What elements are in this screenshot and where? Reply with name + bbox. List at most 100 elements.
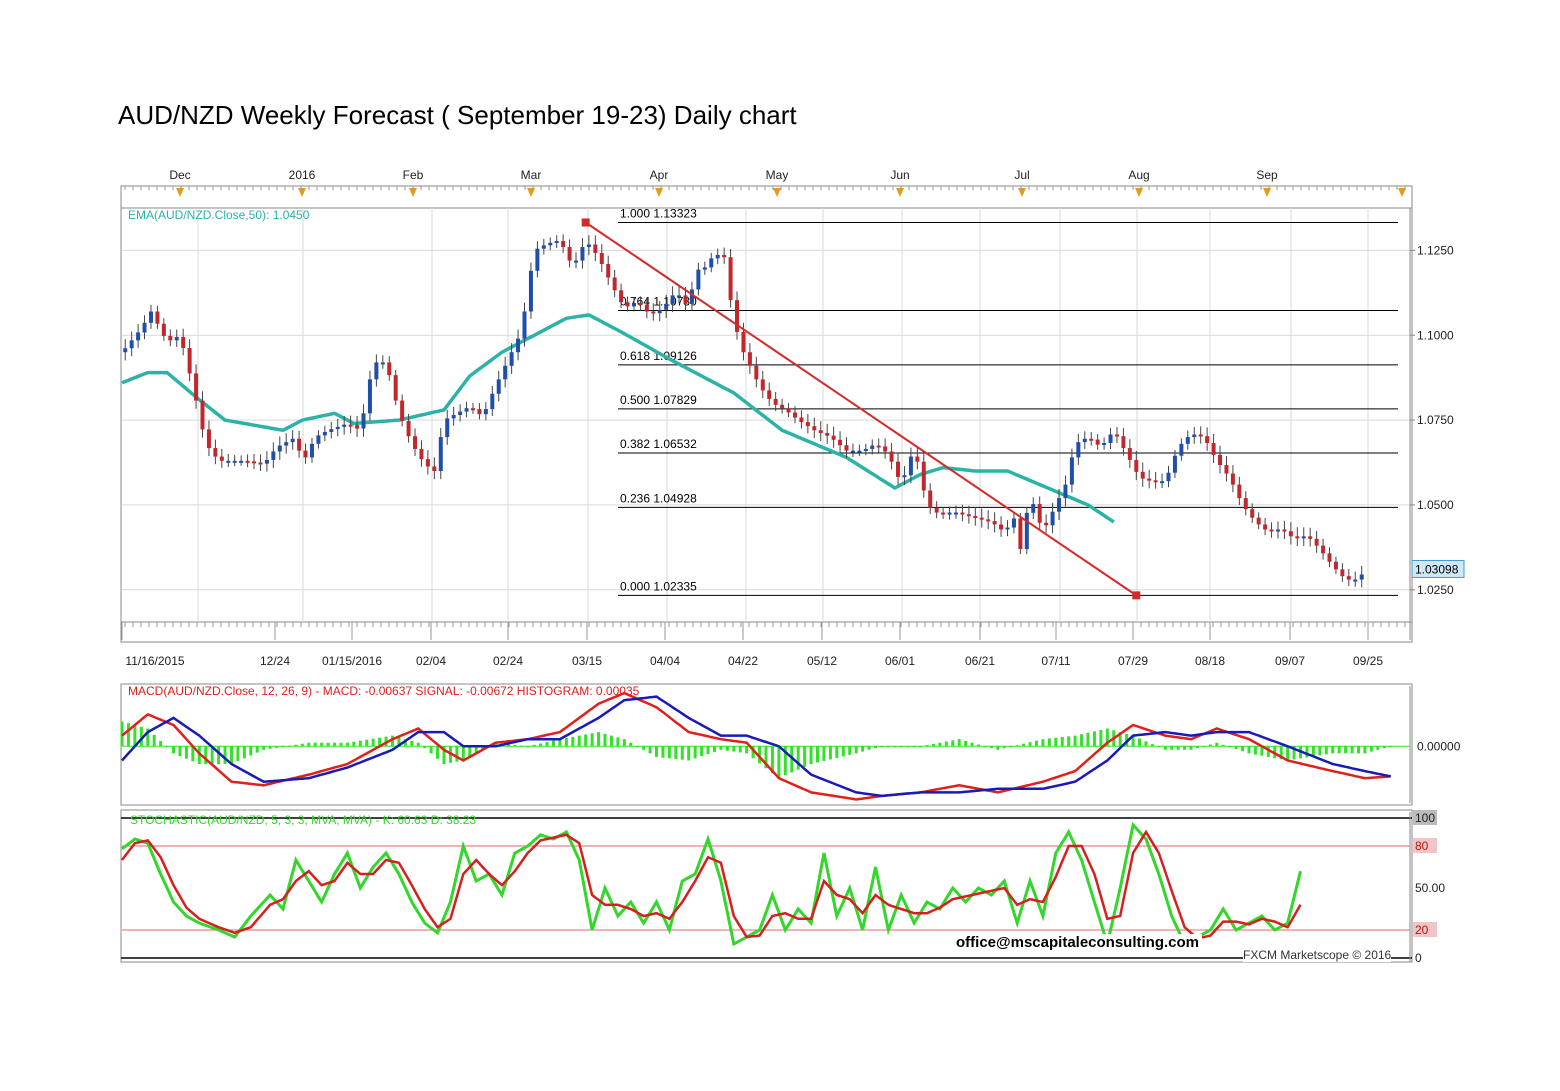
bull-candle-body [290,438,295,443]
candle [844,437,849,458]
contact-email[interactable]: office@mscapitaleconsulting.com [953,934,1203,951]
bear-candle-body [799,417,804,423]
candle [883,438,888,459]
macd-histogram-bar [977,744,981,747]
macd-histogram-bar [1067,736,1071,747]
last-price-label: 1.03098 [1415,562,1459,576]
macd-histogram-bar [410,740,414,747]
macd-histogram-bar [294,744,298,747]
candle [586,235,591,256]
candle [1256,512,1261,530]
candle [915,447,920,470]
bull-candle-body [271,451,276,460]
candle [619,283,624,309]
candle [522,302,527,347]
candle [651,303,656,321]
bear-candle-body [425,459,430,467]
candle [252,454,257,470]
month-marker-icon [176,188,184,197]
candle [979,508,984,528]
bear-candle-body [1314,538,1319,546]
candle [593,235,598,262]
candle [953,505,958,519]
bear-candle-body [406,420,411,437]
candle [644,297,649,319]
macd-histogram-bar [255,746,259,753]
candle [277,436,282,460]
candle [773,391,778,412]
candle [580,238,585,269]
candle [1018,513,1023,554]
bear-candle-body [683,295,688,304]
date-tick-label: 08/18 [1195,654,1225,668]
macd-histogram-bar [764,746,768,769]
bear-candle-body [1037,504,1042,523]
candle [876,438,881,453]
ema-series [121,313,1115,524]
candle [1288,522,1293,545]
candle [792,406,797,424]
candle [670,286,675,313]
bear-candle-body [1282,529,1287,532]
stoch-d-line [121,829,1302,940]
macd-histogram-bar [539,743,543,747]
bear-candle-body [1147,478,1152,481]
bear-candle-body [181,336,186,348]
candle [200,391,205,438]
candle [1050,502,1055,534]
bull-candle-body [908,456,913,476]
candle [1095,434,1100,450]
candle [606,255,611,286]
bear-candle-body [960,512,965,515]
candle [1172,449,1177,478]
bear-candle-body [992,521,997,525]
candle [1198,426,1203,444]
candle [818,421,823,442]
candle [206,420,211,457]
candle [1340,563,1345,582]
bull-candle-body [1102,442,1107,445]
macd-histogram-bar [828,746,832,760]
macd-histogram-bar [906,746,910,748]
bull-candle-body [277,445,282,452]
bear-candle-body [625,302,630,307]
bull-candle-body [580,247,585,261]
month-marker-icon [1398,188,1406,197]
candle [831,426,836,448]
bear-candle-body [348,424,353,427]
macd-histogram-bar [423,746,427,749]
macd-histogram-bar [210,746,214,764]
macd-histogram-bar [152,734,156,747]
candle [1327,547,1332,568]
bull-candle-body [1172,455,1177,473]
macd-histogram-bar [1176,746,1180,750]
macd-histogram-bar [803,746,807,767]
bear-candle-body [928,490,933,508]
bull-candle-body [516,338,521,353]
macd-histogram-bar [320,742,324,747]
stoch-legend-label: STOCHASTIC(AUD/NZD, 5, 3, 3, MVA, MVA) -… [130,813,476,827]
candle [155,305,160,329]
macd-histogram-bar [1337,746,1341,754]
macd-histogram-bar [204,746,208,764]
bear-candle-body [387,362,392,376]
candle [1282,520,1287,540]
macd-histogram-bar [172,746,176,754]
candle [1205,427,1210,451]
bear-candle-body [966,514,971,517]
macd-histogram-bar [1092,731,1096,747]
candle [934,501,939,519]
candle [696,262,701,296]
bear-candle-body [760,379,765,391]
stoch-tick-label: 50.00 [1415,881,1445,895]
candle [1005,520,1010,537]
fib-level-label: 0.236 1.04928 [620,491,697,505]
month-marker-icon [409,188,417,197]
stoch-tick-label: 0 [1415,951,1422,965]
month-marker-icon [1263,188,1271,197]
date-tick-label: 07/11 [1041,654,1070,668]
macd-histogram-bar [468,746,472,757]
date-tick-label: 12/24 [260,654,290,668]
candle [393,369,398,406]
candle [348,415,353,434]
